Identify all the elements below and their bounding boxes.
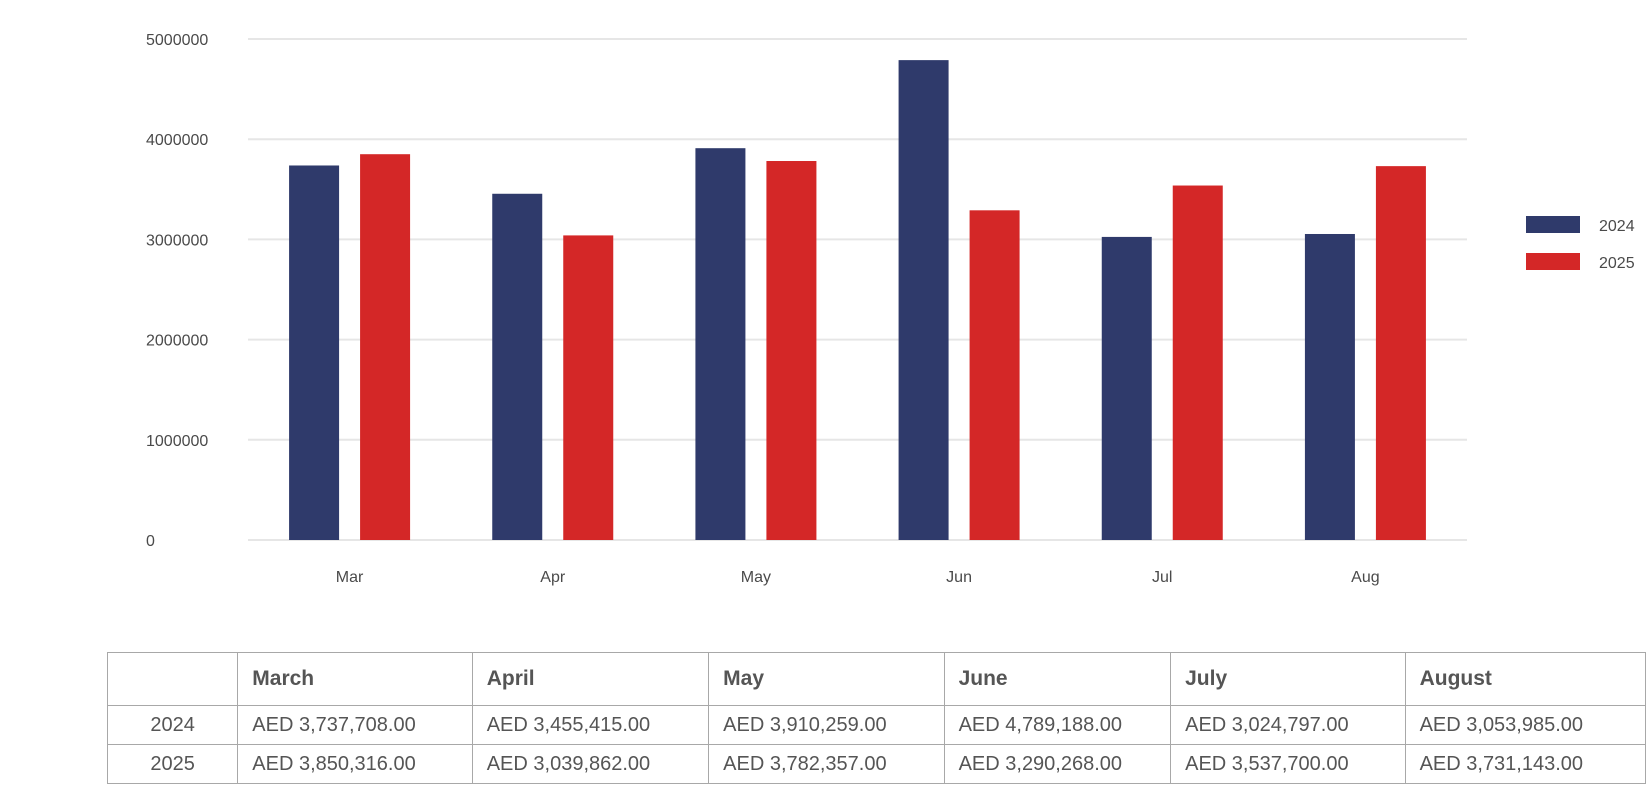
table-cell: AED 3,910,259.00 [708,705,945,745]
table-row-label: 2024 [106,705,239,745]
table-header-june: June [943,652,1172,706]
x-tick-label: Mar [336,569,364,586]
bar-2025-mar [360,154,411,540]
legend-label: 2025 [1599,255,1635,272]
bar-2025-may [766,161,817,541]
bars [289,60,1426,541]
x-axis-ticks: Mar Apr May Jun Jul Aug [336,569,1380,586]
table-cell: AED 3,455,415.00 [471,705,710,745]
legend-label: 2024 [1599,218,1635,235]
bar-2025-aug [1375,166,1426,540]
y-axis-ticks: 0 1000000 2000000 3000000 4000000 5000000 [146,32,208,550]
gridlines [248,38,1467,541]
data-table: March April May June July August 2024 AE… [106,652,1646,784]
bar-2024-apr [492,193,543,541]
table-header-july: July [1170,652,1406,706]
y-tick-label: 2000000 [146,333,208,350]
x-tick-label: Apr [540,569,566,586]
x-tick-label: May [741,569,771,586]
x-tick-label: Aug [1351,569,1379,586]
legend-swatch-2025 [1526,253,1580,270]
table-row: 2024 AED 3,737,708.00 AED 3,455,415.00 A… [106,705,1646,745]
table-cell: AED 3,039,862.00 [471,744,710,784]
table-cell: AED 3,290,268.00 [943,744,1172,784]
table-row: 2025 AED 3,850,316.00 AED 3,039,862.00 A… [106,744,1646,784]
bar-2025-jul [1172,185,1223,540]
bar-chart: 0 1000000 2000000 3000000 4000000 5000000 Mar… [146,32,1635,586]
table-header-may: May [708,652,945,706]
x-tick-label: Jun [946,569,972,586]
y-tick-label: 4000000 [146,132,208,149]
table-cell: AED 3,737,708.00 [237,705,473,745]
bar-2025-apr [563,235,614,540]
table-header-august: August [1404,652,1646,706]
table-cell: AED 3,731,143.00 [1404,744,1646,784]
bar-2024-jul [1101,236,1152,540]
table-header-corner [106,652,239,706]
table-cell: AED 3,053,985.00 [1404,705,1646,745]
table-cell: AED 4,789,188.00 [943,705,1172,745]
y-tick-label: 5000000 [146,32,208,49]
y-tick-label: 3000000 [146,232,208,249]
bar-2024-aug [1304,233,1355,540]
table-cell: AED 3,537,700.00 [1170,744,1406,784]
legend: 2024 2025 [1526,216,1635,272]
y-tick-label: 1000000 [146,433,208,450]
table-header-april: April [471,652,710,706]
table-header-march: March [237,652,473,706]
bar-2024-may [695,148,746,540]
legend-swatch-2024 [1526,216,1580,233]
x-tick-label: Jul [1152,569,1172,586]
table-cell: AED 3,850,316.00 [237,744,473,784]
bar-2025-jun [969,210,1020,541]
table-cell: AED 3,782,357.00 [708,744,945,784]
bar-2024-mar [289,165,340,540]
table-cell: AED 3,024,797.00 [1170,705,1406,745]
table-row-label: 2025 [106,744,239,784]
table-header-row: March April May June July August [106,652,1646,706]
y-tick-label: 0 [146,533,155,550]
bar-2024-jun [898,60,949,541]
